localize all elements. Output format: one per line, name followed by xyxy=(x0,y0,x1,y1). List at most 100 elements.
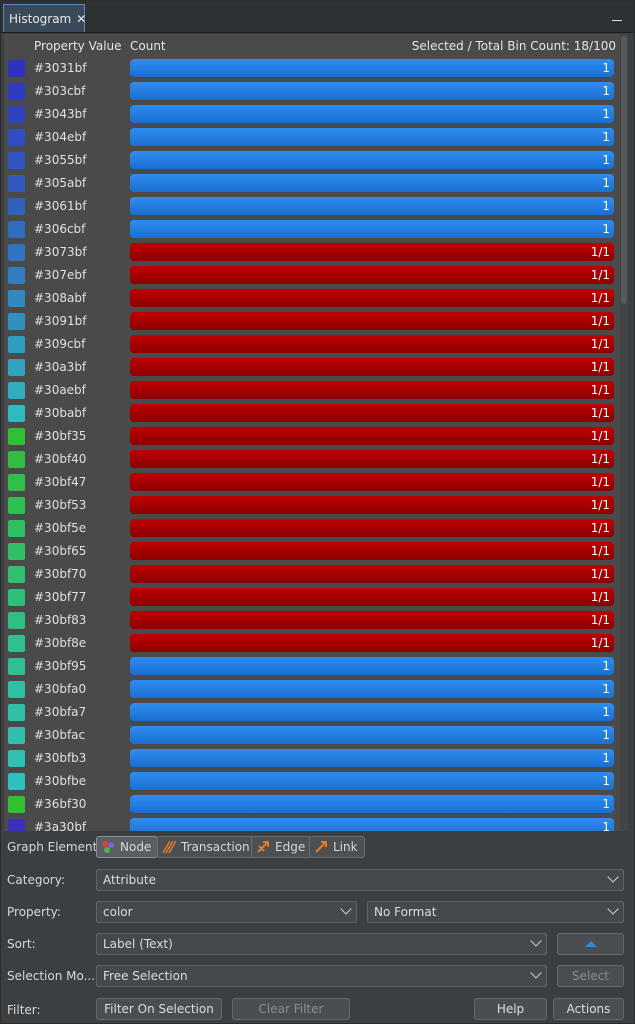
bin-bar[interactable]: 1 xyxy=(130,795,614,813)
count-header[interactable]: Count xyxy=(130,39,166,53)
histogram-row[interactable]: #30bf53 1/1 xyxy=(4,495,616,518)
histogram-row[interactable]: #307ebf 1/1 xyxy=(4,265,616,288)
bin-bar[interactable]: 1 xyxy=(130,59,614,77)
actions-button[interactable]: Actions xyxy=(553,998,624,1020)
row-label: #3055bf xyxy=(34,153,87,167)
histogram-row[interactable]: #30bf70 1/1 xyxy=(4,564,616,587)
bin-count: 1/1 xyxy=(590,429,610,443)
histogram-row[interactable]: #30aebf 1/1 xyxy=(4,380,616,403)
histogram-row[interactable]: #30bfb3 1 xyxy=(4,748,616,771)
sort-value: Label (Text) xyxy=(103,937,173,951)
bin-bar[interactable]: 1 xyxy=(130,151,614,169)
histogram-row[interactable]: #30bf35 1/1 xyxy=(4,426,616,449)
histogram-row[interactable]: #30babf 1/1 xyxy=(4,403,616,426)
property-select[interactable]: color xyxy=(96,901,357,923)
bin-bar[interactable]: 1 xyxy=(130,197,614,215)
histogram-row[interactable]: #303cbf 1 xyxy=(4,81,616,104)
selected-bin-bar[interactable]: 1/1 xyxy=(130,611,614,629)
histogram-row[interactable]: #30bf5e 1/1 xyxy=(4,518,616,541)
histogram-row[interactable]: #3055bf 1 xyxy=(4,150,616,173)
selected-bin-bar[interactable]: 1/1 xyxy=(130,473,614,491)
bin-bar[interactable]: 1 xyxy=(130,726,614,744)
selected-bin-bar[interactable]: 1/1 xyxy=(130,358,614,376)
histogram-row[interactable]: #30bf47 1/1 xyxy=(4,472,616,495)
selection-mode-select[interactable]: Free Selection xyxy=(96,965,547,987)
selected-bin-bar[interactable]: 1/1 xyxy=(130,404,614,422)
bin-bar[interactable]: 1 xyxy=(130,82,614,100)
bin-bar[interactable]: 1 xyxy=(130,818,614,831)
sort-direction-button[interactable] xyxy=(557,933,624,955)
selected-bin-bar[interactable]: 1/1 xyxy=(130,243,614,261)
histogram-row[interactable]: #306cbf 1 xyxy=(4,219,616,242)
node-button[interactable]: Node xyxy=(96,836,159,858)
histogram-row[interactable]: #3031bf 1 xyxy=(4,58,616,81)
selected-bin-bar[interactable]: 1/1 xyxy=(130,335,614,353)
histogram-row[interactable]: #3073bf 1/1 xyxy=(4,242,616,265)
bin-bar[interactable]: 1 xyxy=(130,220,614,238)
category-select[interactable]: Attribute xyxy=(96,869,624,891)
bin-bar[interactable]: 1 xyxy=(130,703,614,721)
edge-button[interactable]: Edge xyxy=(251,836,313,858)
histogram-row[interactable]: #30bf77 1/1 xyxy=(4,587,616,610)
help-button[interactable]: Help xyxy=(474,998,547,1020)
histogram-row[interactable]: #30bf83 1/1 xyxy=(4,610,616,633)
histogram-row[interactable]: #3a30bf 1 xyxy=(4,817,616,831)
bin-bar[interactable]: 1 xyxy=(130,174,614,192)
histogram-row[interactable]: #30bfa7 1 xyxy=(4,702,616,725)
selected-bin-bar[interactable]: 1/1 xyxy=(130,381,614,399)
sort-select[interactable]: Label (Text) xyxy=(96,933,547,955)
histogram-row[interactable]: #36bf30 1 xyxy=(4,794,616,817)
selected-bin-bar[interactable]: 1/1 xyxy=(130,496,614,514)
selected-bin-bar[interactable]: 1/1 xyxy=(130,634,614,652)
filter-on-selection-button[interactable]: Filter On Selection xyxy=(96,998,222,1020)
histogram-row[interactable]: #3043bf 1 xyxy=(4,104,616,127)
selected-bin-bar[interactable]: 1/1 xyxy=(130,312,614,330)
row-label: #30bf5e xyxy=(34,521,87,535)
selected-bin-bar[interactable]: 1/1 xyxy=(130,565,614,583)
color-swatch xyxy=(8,612,25,629)
selected-bin-bar[interactable]: 1/1 xyxy=(130,519,614,537)
selected-bin-bar[interactable]: 1/1 xyxy=(130,266,614,284)
selected-bin-bar[interactable]: 1/1 xyxy=(130,289,614,307)
vertical-scrollbar[interactable] xyxy=(620,34,628,831)
bin-bar[interactable]: 1 xyxy=(130,680,614,698)
row-label: #3061bf xyxy=(34,199,87,213)
color-swatch xyxy=(8,589,25,606)
histogram-row[interactable]: #30bfbe 1 xyxy=(4,771,616,794)
minimize-icon[interactable] xyxy=(612,11,622,21)
histogram-row[interactable]: #30a3bf 1/1 xyxy=(4,357,616,380)
scrollbar-thumb[interactable] xyxy=(621,36,627,304)
histogram-row[interactable]: #30bf95 1 xyxy=(4,656,616,679)
histogram-row[interactable]: #3061bf 1 xyxy=(4,196,616,219)
bin-bar[interactable]: 1 xyxy=(130,128,614,146)
histogram-row[interactable]: #305abf 1 xyxy=(4,173,616,196)
select-button[interactable]: Select xyxy=(557,965,624,987)
histogram-row[interactable]: #30bfac 1 xyxy=(4,725,616,748)
bin-bar[interactable]: 1 xyxy=(130,749,614,767)
row-label: #309cbf xyxy=(34,337,86,351)
histogram-row[interactable]: #30bf8e 1/1 xyxy=(4,633,616,656)
histogram-row[interactable]: #308abf 1/1 xyxy=(4,288,616,311)
format-select[interactable]: No Format xyxy=(367,901,624,923)
selected-bin-bar[interactable]: 1/1 xyxy=(130,427,614,445)
close-icon[interactable]: ✕ xyxy=(76,11,87,26)
tab-histogram[interactable]: Histogram ✕ xyxy=(3,4,87,32)
histogram-row[interactable]: #30bf40 1/1 xyxy=(4,449,616,472)
link-button[interactable]: Link xyxy=(309,836,365,858)
histogram-row[interactable]: #3091bf 1/1 xyxy=(4,311,616,334)
histogram-row[interactable]: #30bf65 1/1 xyxy=(4,541,616,564)
bin-bar[interactable]: 1 xyxy=(130,772,614,790)
selected-bin-bar[interactable]: 1/1 xyxy=(130,542,614,560)
bin-bar[interactable]: 1 xyxy=(130,105,614,123)
color-swatch xyxy=(8,60,25,77)
selected-bin-bar[interactable]: 1/1 xyxy=(130,588,614,606)
transaction-button[interactable]: Transaction xyxy=(157,836,257,858)
selected-bin-bar[interactable]: 1/1 xyxy=(130,450,614,468)
histogram-row[interactable]: #30bfa0 1 xyxy=(4,679,616,702)
clear-filter-button[interactable]: Clear Filter xyxy=(232,998,350,1020)
bin-bar[interactable]: 1 xyxy=(130,657,614,675)
color-swatch xyxy=(8,520,25,537)
histogram-row[interactable]: #309cbf 1/1 xyxy=(4,334,616,357)
histogram-row[interactable]: #304ebf 1 xyxy=(4,127,616,150)
property-value-header[interactable]: Property Value xyxy=(34,39,122,53)
